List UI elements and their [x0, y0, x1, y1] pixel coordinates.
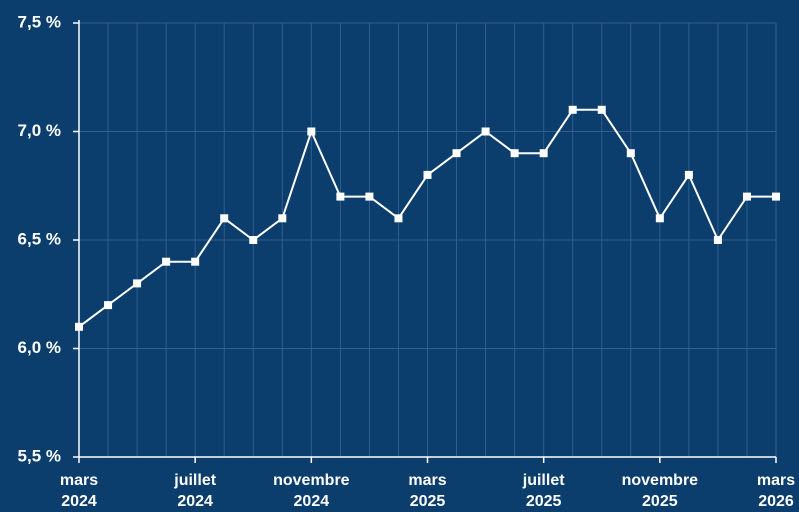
marker [539, 149, 548, 158]
marker [452, 149, 461, 158]
marker [626, 149, 635, 158]
x-tick-label: 2025 [410, 493, 446, 510]
x-tick-label: mars [757, 472, 795, 489]
marker [423, 170, 432, 179]
x-tick-label: juillet [173, 472, 216, 489]
y-tick-label: 7,5 % [18, 12, 61, 31]
marker [162, 257, 171, 266]
x-tick-label: 2024 [61, 493, 97, 510]
x-tick-label: 2026 [758, 493, 794, 510]
marker [510, 149, 519, 158]
x-tick-label: 2024 [294, 493, 330, 510]
marker [481, 127, 490, 136]
marker [655, 214, 664, 223]
x-tick-label: mars [408, 472, 446, 489]
y-tick-label: 6,0 % [18, 338, 61, 357]
x-tick-label: 2025 [642, 493, 678, 510]
marker [220, 214, 229, 223]
y-tick-label: 7,0 % [18, 121, 61, 140]
marker [568, 105, 577, 114]
marker [75, 322, 83, 331]
marker [104, 301, 113, 310]
marker [772, 192, 780, 201]
x-tick-label: 2024 [177, 493, 213, 510]
x-tick-label: novembre [622, 472, 699, 489]
marker [394, 214, 403, 223]
marker [249, 236, 258, 244]
marker [365, 192, 374, 201]
x-tick-label: novembre [273, 472, 350, 489]
marker [597, 105, 606, 114]
marker [278, 214, 287, 223]
x-tick-label: juillet [522, 472, 565, 489]
x-tick-label: mars [60, 472, 98, 489]
marker [713, 236, 722, 244]
marker [684, 170, 693, 179]
marker [742, 192, 751, 201]
marker [307, 127, 316, 136]
marker [133, 279, 142, 288]
y-tick-label: 5,5 % [18, 446, 61, 465]
marker [191, 257, 200, 266]
y-tick-label: 6,5 % [18, 229, 61, 248]
marker [336, 192, 345, 201]
x-tick-label: 2025 [526, 493, 562, 510]
